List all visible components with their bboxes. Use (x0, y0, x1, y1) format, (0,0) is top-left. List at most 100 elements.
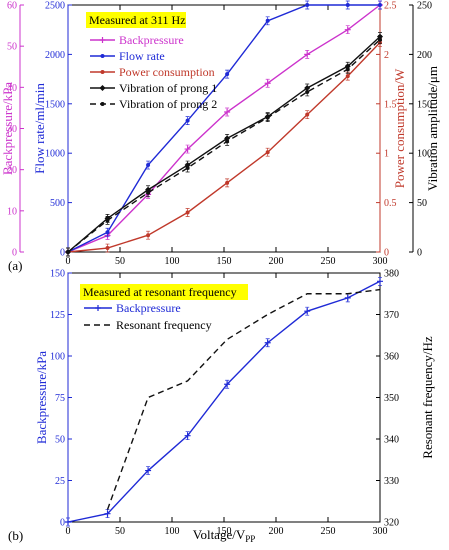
y-tick-label: 1500 (45, 99, 65, 110)
error-bar (105, 509, 110, 519)
y-tick-label: 0 (60, 518, 65, 529)
error-bar (146, 230, 151, 240)
y-axis-backpressure: 0 10 20 30 40 50 60 Backpressure/kPa (0, 1, 24, 259)
annotation-text: Measured at 311 Hz (89, 13, 186, 27)
y-tick-label: 125 (50, 310, 65, 321)
y-tick-label: 150 (417, 99, 432, 110)
error-bar (185, 208, 190, 217)
y-tick-label: 370 (384, 310, 399, 321)
error-bar (265, 113, 270, 122)
y-tick-label: 0 (417, 248, 422, 259)
y-tick-label: 50 (417, 198, 427, 209)
plot-frame (67, 4, 381, 253)
panel-a: 0 50 100 150 200 250 3000102030405060Backpress… (0, 1, 440, 274)
y-tick-label: 380 (384, 269, 399, 280)
y-tick-label: 30 (7, 124, 17, 135)
y-axis-label: Backpressure/kPa (34, 351, 49, 444)
y-tick-label: 75 (55, 393, 65, 404)
error-bar (378, 276, 382, 286)
legend-label: Power consumption (119, 65, 215, 79)
series-backpressure (65, 0, 383, 257)
error-bar (185, 163, 190, 173)
x-tick-label: 200 (269, 256, 284, 267)
y-axis-label: Flow rate/ml/min (32, 83, 47, 174)
series-line (67, 4, 380, 253)
error-bar (225, 178, 230, 188)
y-axis-label: Resonant frequency/Hz (420, 336, 435, 459)
y-tick-label: 50 (7, 42, 17, 53)
x-axis-label: Voltage/VPP (193, 527, 256, 544)
y-tick-label: 20 (7, 165, 17, 176)
legend: Backpressure Resonant frequency (84, 301, 212, 332)
x-tick-label: 250 (321, 526, 336, 537)
annotation-text: Measured at resonant frequency (83, 285, 237, 299)
y-tick-label: 60 (7, 1, 17, 12)
y-tick-label: 350 (384, 393, 399, 404)
error-bar (146, 160, 151, 170)
panel-b: 0 50 100 150 200 250 300 Voltage/VPP 0 25 50 75 100 1… (8, 269, 435, 545)
y-tick-label: 50 (55, 435, 65, 446)
x-tick-label: 100 (165, 256, 180, 267)
error-bar (345, 0, 350, 10)
legend-marker (99, 37, 106, 43)
error-bar (105, 227, 110, 237)
x-tick-label: 50 (115, 256, 125, 267)
y-axis-backpressure: 0 25 50 75 100 125 150 Backpressure/kPa (34, 269, 72, 529)
x-tick-label: 50 (115, 526, 125, 537)
legend-marker (99, 85, 106, 91)
y-tick-label: 320 (384, 518, 399, 529)
error-bar (345, 25, 350, 35)
x-tick-label: 250 (321, 256, 336, 267)
y-tick-label: 2500 (45, 1, 65, 12)
legend-label: Backpressure (116, 301, 181, 315)
series-line (106, 288, 381, 510)
series-line (67, 4, 381, 253)
error-bar (105, 243, 110, 253)
y-tick-label: 2.5 (384, 1, 397, 12)
legend-marker (100, 54, 105, 58)
error-bar (265, 78, 270, 88)
annotation-highlight (80, 284, 248, 300)
error-bar (265, 338, 270, 348)
annotation-highlight (86, 12, 186, 28)
y-axis-resonant: 320 330 340 350 360 370 380 Resonant frequency/… (376, 269, 435, 529)
series-flow-rate (66, 0, 382, 257)
error-bar (305, 110, 310, 120)
x-tick-label: 150 (217, 256, 232, 267)
x-tick-label: 200 (269, 526, 284, 537)
y-tick-label: 150 (50, 269, 65, 280)
y-tick-label: 1 (384, 149, 389, 160)
legend-label: Resonant frequency (116, 318, 212, 332)
error-bar (305, 306, 310, 316)
legend-label: Vibration of prong 1 (119, 81, 217, 95)
x-tick-label: 300 (373, 256, 388, 267)
error-bar (185, 431, 190, 441)
y-tick-label: 25 (55, 476, 65, 487)
y-tick-label: 0 (60, 248, 65, 259)
error-bar (225, 379, 230, 389)
error-bar (185, 144, 190, 154)
y-tick-label: 40 (7, 83, 17, 94)
error-bar (225, 107, 230, 117)
error-bar (265, 147, 270, 157)
error-bar (378, 35, 382, 44)
y-axis-label: Backpressure/kPa (0, 82, 15, 175)
legend-label: Backpressure (119, 33, 184, 47)
y-axis-vibration: 0 50 100 150 200 250 Vibration amplitude/μm (409, 1, 440, 259)
y-tick-label: 1000 (45, 149, 65, 160)
error-bar (66, 517, 70, 527)
legend-marker (95, 305, 101, 311)
legend-label: Vibration of prong 2 (119, 97, 217, 111)
series-line (67, 280, 381, 523)
error-bar (225, 136, 230, 146)
error-bar (105, 216, 110, 225)
series-resonant-frequency (106, 288, 381, 510)
y-tick-label: 100 (50, 352, 65, 363)
error-bar (345, 64, 350, 74)
series-backpressure (65, 276, 383, 527)
legend: Backpressure Flow rate Power consumption Vi… (90, 33, 217, 111)
x-tick-label: 300 (373, 526, 388, 537)
error-bar (265, 16, 270, 26)
error-bar (146, 188, 151, 198)
